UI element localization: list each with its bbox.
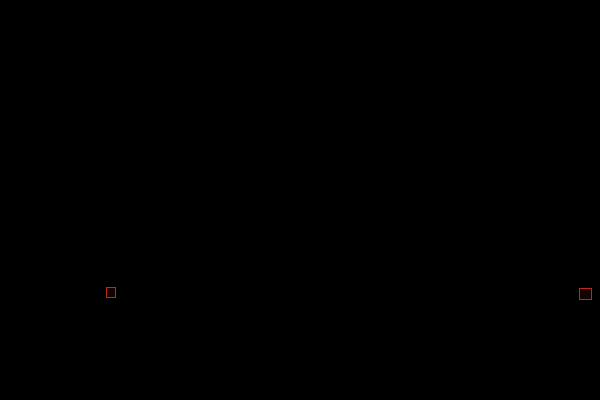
watermark-seal-icon-right bbox=[579, 288, 592, 300]
watermark-seal-icon-left bbox=[106, 287, 116, 298]
